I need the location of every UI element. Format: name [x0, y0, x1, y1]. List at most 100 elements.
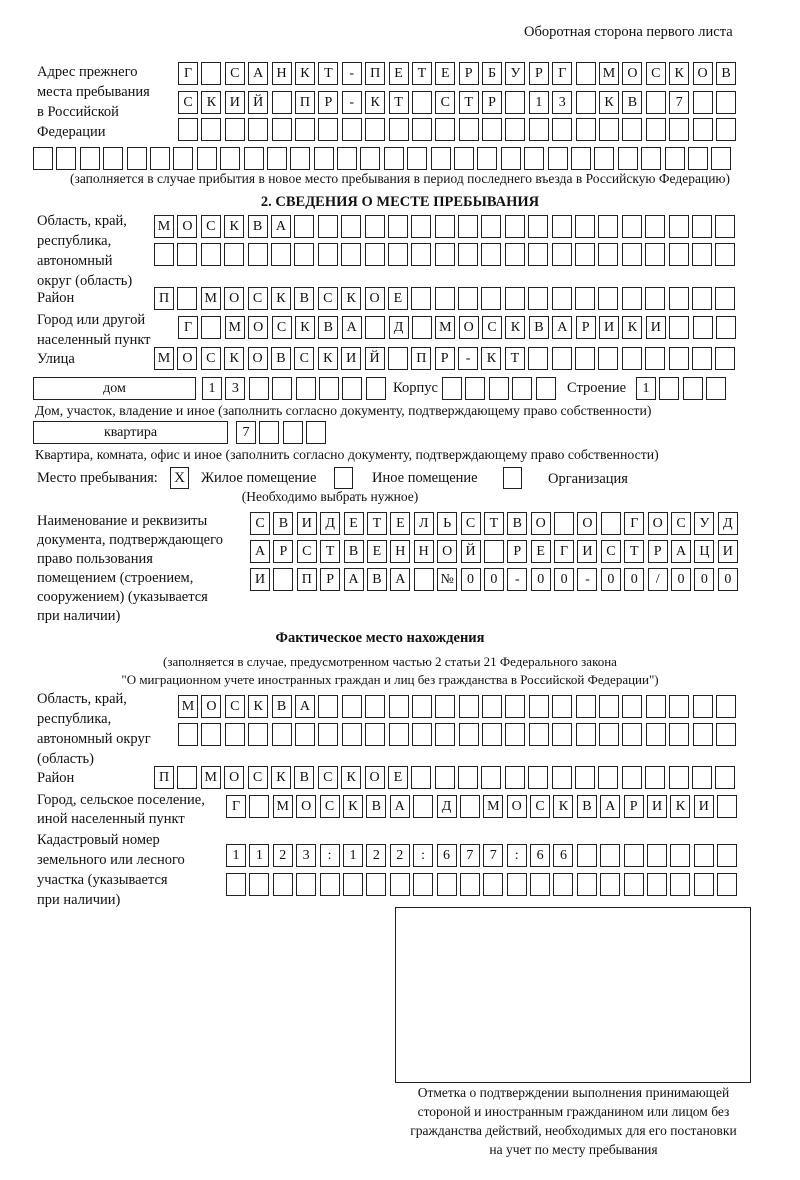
char-cell[interactable]: М	[272, 795, 293, 818]
char-cell[interactable]: Р	[575, 316, 596, 339]
char-cell[interactable]: А	[389, 795, 410, 818]
char-cell[interactable]: Б	[482, 62, 503, 85]
char-cell[interactable]	[552, 695, 573, 718]
char-cell[interactable]	[458, 287, 479, 310]
char-cell[interactable]: А	[341, 316, 362, 339]
char-cell[interactable]	[645, 215, 666, 238]
char-cell[interactable]: 3	[552, 91, 573, 114]
char-cell[interactable]	[551, 766, 572, 789]
char-cell[interactable]: Е	[387, 766, 408, 789]
char-cell[interactable]: И	[341, 347, 362, 370]
char-cell[interactable]	[388, 695, 409, 718]
char-cell[interactable]	[248, 377, 269, 400]
char-cell[interactable]	[271, 118, 292, 141]
char-cell[interactable]: К	[599, 91, 620, 114]
char-cell[interactable]	[413, 568, 434, 591]
char-cell[interactable]	[458, 215, 479, 238]
char-cell[interactable]: 1	[636, 377, 656, 400]
char-cell[interactable]	[506, 873, 527, 896]
char-cell[interactable]: Ь	[437, 512, 458, 535]
char-cell[interactable]: -	[458, 347, 479, 370]
char-cell[interactable]: М	[224, 316, 245, 339]
char-cell[interactable]	[364, 243, 385, 266]
char-cell[interactable]	[458, 118, 479, 141]
char-cell[interactable]: С	[200, 215, 221, 238]
char-cell[interactable]	[552, 723, 573, 746]
char-cell[interactable]: Р	[507, 540, 528, 563]
char-cell[interactable]: Р	[482, 91, 503, 114]
char-cell[interactable]	[505, 723, 526, 746]
char-cell[interactable]	[547, 147, 568, 170]
char-cell[interactable]: О	[177, 347, 198, 370]
char-cell[interactable]	[126, 147, 147, 170]
char-cell[interactable]	[711, 147, 732, 170]
stay-option-organization-checkbox[interactable]	[503, 467, 522, 489]
char-cell[interactable]: 1	[342, 844, 363, 867]
char-cell[interactable]: Н	[390, 540, 411, 563]
char-cell[interactable]	[691, 243, 712, 266]
char-cell[interactable]	[715, 215, 736, 238]
char-cell[interactable]	[621, 215, 642, 238]
char-cell[interactable]: Т	[458, 91, 479, 114]
char-cell[interactable]	[220, 147, 241, 170]
char-cell[interactable]: В	[270, 347, 291, 370]
char-cell[interactable]	[623, 844, 644, 867]
char-cell[interactable]	[411, 215, 432, 238]
char-cell[interactable]	[173, 147, 194, 170]
char-cell[interactable]: 6	[553, 844, 574, 867]
region-row-2[interactable]	[154, 243, 736, 266]
char-cell[interactable]: О	[296, 795, 317, 818]
char-cell[interactable]	[600, 512, 621, 535]
char-cell[interactable]	[249, 873, 270, 896]
char-cell[interactable]	[594, 147, 615, 170]
char-cell[interactable]	[691, 215, 712, 238]
char-cell[interactable]	[598, 243, 619, 266]
char-cell[interactable]	[247, 243, 268, 266]
char-cell[interactable]	[407, 147, 428, 170]
char-cell[interactable]	[552, 118, 573, 141]
char-cell[interactable]	[598, 215, 619, 238]
char-cell[interactable]	[249, 795, 270, 818]
char-cell[interactable]	[411, 766, 432, 789]
char-cell[interactable]	[668, 243, 689, 266]
char-cell[interactable]: Т	[318, 62, 339, 85]
char-cell[interactable]: В	[273, 512, 294, 535]
char-cell[interactable]	[154, 243, 174, 266]
char-cell[interactable]	[528, 347, 549, 370]
char-cell[interactable]: 3	[296, 844, 317, 867]
char-cell[interactable]: №	[437, 568, 458, 591]
char-cell[interactable]: М	[200, 766, 221, 789]
char-cell[interactable]: Т	[411, 62, 432, 85]
house-type-field[interactable]: дом	[33, 377, 196, 400]
char-cell[interactable]: М	[435, 316, 456, 339]
char-cell[interactable]: М	[154, 347, 174, 370]
char-cell[interactable]: Е	[388, 62, 409, 85]
char-cell[interactable]: А	[294, 695, 315, 718]
char-cell[interactable]: Г	[178, 62, 198, 85]
char-cell[interactable]: Р	[273, 540, 294, 563]
char-cell[interactable]	[388, 723, 409, 746]
char-cell[interactable]	[717, 873, 738, 896]
char-cell[interactable]: К	[248, 695, 269, 718]
char-cell[interactable]	[691, 347, 712, 370]
char-cell[interactable]	[383, 147, 404, 170]
char-cell[interactable]	[621, 243, 642, 266]
char-cell[interactable]	[575, 287, 596, 310]
char-cell[interactable]	[645, 723, 666, 746]
char-cell[interactable]: К	[341, 766, 362, 789]
char-cell[interactable]: 6	[436, 844, 457, 867]
char-cell[interactable]: -	[507, 568, 528, 591]
prev-address-row-3[interactable]	[178, 118, 736, 141]
char-cell[interactable]: 0	[530, 568, 551, 591]
char-cell[interactable]: В	[294, 287, 315, 310]
char-cell[interactable]	[645, 91, 666, 114]
char-cell[interactable]	[477, 147, 498, 170]
char-cell[interactable]	[669, 723, 690, 746]
char-cell[interactable]: Й	[364, 347, 385, 370]
char-cell[interactable]	[715, 118, 736, 141]
char-cell[interactable]	[434, 766, 455, 789]
